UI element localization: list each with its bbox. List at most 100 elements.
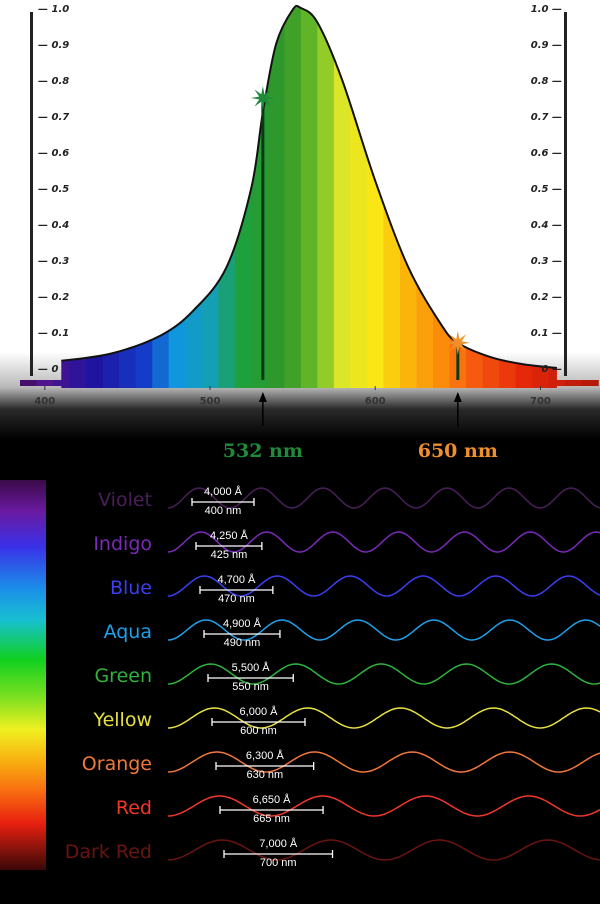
y-tick-label-left: — 0.6: [38, 148, 69, 159]
sine-wave: [167, 751, 600, 773]
sine-wave: [167, 531, 600, 553]
sine-wave: [167, 663, 600, 685]
y-tick-label-left: — 0.3: [38, 256, 69, 267]
y-tick-label-right: 1.0 —: [531, 4, 562, 15]
y-tick-label-left: — 1.0: [38, 4, 69, 15]
baseline-band-segment: [53, 380, 71, 386]
nanometer-label: 470 nm: [218, 593, 255, 605]
y-tick-label-left: — 0.2: [38, 292, 69, 303]
nanometer-label: 665 nm: [253, 813, 290, 825]
y-tick-label-right: 0.1 —: [531, 328, 562, 339]
baseline-band-segment: [350, 380, 368, 386]
nanometer-label: 630 nm: [246, 769, 283, 781]
color-name-label: Blue: [110, 577, 152, 599]
starburst-icon: [445, 330, 470, 355]
baseline-band-segment: [317, 380, 335, 386]
color-name-label: Red: [116, 797, 152, 819]
y-tick-label-right: 0 —: [542, 364, 562, 375]
x-axis-ticks: 400 500 600 700: [34, 386, 551, 407]
baseline-band-segment: [366, 380, 384, 386]
y-tick-label-right: 0.9 —: [531, 40, 562, 51]
nanometer-label: 425 nm: [211, 549, 248, 561]
wave-row: Blue 4,700 Å 470 nm: [110, 573, 600, 605]
nanometer-label: 700 nm: [260, 857, 297, 869]
angstrom-label: 6,650 Å: [253, 793, 292, 806]
x-tick-label: 600: [365, 396, 386, 407]
baseline-band-segment: [482, 380, 500, 386]
marker-label: 650 nm: [418, 440, 498, 462]
baseline-band-segment: [267, 380, 285, 386]
starburst-icon: [250, 86, 275, 110]
baseline-band-segment: [152, 380, 170, 386]
nanometer-label: 550 nm: [232, 681, 269, 693]
sine-wave: [167, 795, 600, 817]
color-name-label: Dark Red: [65, 841, 152, 863]
y-axis-left-ticks: — 0 — 0.1 — 0.2 — 0.3 — 0.4 — 0.5 — 0.6 — 0.7 — …: [38, 4, 69, 375]
wavelength-markers: 532 nm 650 nm: [223, 86, 498, 462]
left-axis-scale: [30, 12, 33, 376]
baseline-band-segment: [168, 380, 186, 386]
baseline-band-segment: [102, 380, 120, 386]
nanometer-label: 400 nm: [205, 505, 242, 517]
wave-row: Orange 6,300 Å 630 nm: [82, 749, 600, 781]
spectrum-band: [300, 5, 318, 388]
angstrom-label: 4,000 Å: [204, 485, 243, 498]
baseline-band-segment: [548, 380, 566, 386]
baseline-band-segment: [119, 380, 137, 386]
baseline-band-segment: [416, 380, 434, 386]
y-tick-label-left: — 0: [38, 364, 58, 375]
color-name-label: Orange: [82, 753, 152, 775]
baseline-band-segment: [449, 380, 467, 386]
baseline-band-segment: [515, 380, 533, 386]
wave-rows: Violet 4,000 Å 400 nm Indigo 4,250 Å 425 nm Bl…: [65, 485, 600, 869]
baseline-band-segment: [433, 380, 451, 386]
y-tick-label-left: — 0.7: [38, 112, 69, 123]
y-tick-label-right: 0.2 —: [531, 292, 562, 303]
spectrum-band: [317, 5, 335, 388]
y-tick-label-left: — 0.4: [38, 220, 69, 231]
angstrom-label: 5,500 Å: [232, 661, 271, 674]
y-tick-label-left: — 0.1: [38, 328, 69, 339]
spectrum-band: [284, 5, 302, 388]
wave-row: Dark Red 7,000 Å 700 nm: [65, 837, 600, 869]
x-tick-label: 700: [530, 396, 551, 407]
baseline-band-segment: [466, 380, 484, 386]
sine-wave: [167, 575, 600, 597]
baseline-band-segment: [218, 380, 236, 386]
angstrom-label: 6,000 Å: [240, 705, 279, 718]
wave-row: Indigo 4,250 Å 425 nm: [93, 529, 600, 561]
baseline-band-segment: [300, 380, 318, 386]
x-tick-label: 500: [200, 396, 221, 407]
baseline-band-segment: [499, 380, 517, 386]
y-axis-right-ticks: 0 — 0.1 — 0.2 — 0.3 — 0.4 — 0.5 — 0.6 — 0.7 — 0.…: [531, 4, 562, 375]
sine-wave: [167, 619, 600, 641]
baseline-band-segment: [234, 380, 252, 386]
y-tick-label-right: 0.5 —: [531, 184, 562, 195]
baseline-band-segment: [69, 380, 87, 386]
baseline-band-segment: [251, 380, 269, 386]
sine-wave: [167, 707, 600, 729]
angstrom-label: 6,300 Å: [246, 749, 285, 762]
baseline-band-segment: [185, 380, 203, 386]
y-tick-label-right: 0.4 —: [531, 220, 562, 231]
arrow-up-icon: [453, 392, 462, 402]
baseline-band-segment: [383, 380, 401, 386]
baseline-band-segment: [581, 380, 599, 386]
right-scale-bar: [564, 12, 567, 376]
sine-wave: [167, 487, 600, 509]
spectrum-band: [267, 5, 285, 388]
baseline-band-segment: [201, 380, 219, 386]
nanometer-label: 490 nm: [224, 637, 261, 649]
angstrom-label: 7,000 Å: [259, 837, 298, 850]
angstrom-label: 4,700 Å: [217, 573, 256, 586]
rainbow-side-bar: [0, 480, 46, 870]
y-tick-label-left: — 0.9: [38, 40, 69, 51]
color-name-label: Green: [94, 665, 152, 687]
angstrom-label: 4,250 Å: [210, 529, 249, 542]
spectrum-band: [333, 5, 351, 388]
spectrum-baseline-band: [20, 380, 599, 386]
left-scale-bar: [30, 12, 33, 376]
wave-row: Yellow 6,000 Å 600 nm: [93, 705, 600, 737]
arrow-up-icon: [258, 392, 267, 402]
